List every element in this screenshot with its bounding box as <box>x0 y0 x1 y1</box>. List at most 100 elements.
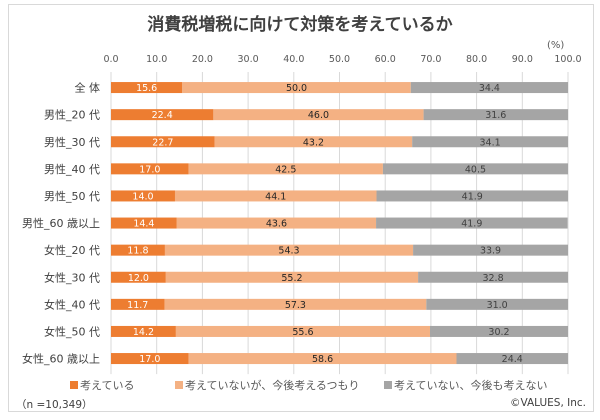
data-label: 24.4 <box>502 354 523 365</box>
chart-title: 消費税増税に向けて対策を考えているか <box>147 15 453 35</box>
data-label: 57.3 <box>285 300 306 311</box>
bar-segment <box>213 109 424 121</box>
bar-segment <box>111 109 214 121</box>
legend-label: 考えていないが、今後考えるつもり <box>185 379 360 392</box>
data-label: 17.0 <box>139 354 160 365</box>
data-label: 31.0 <box>487 300 508 311</box>
bar-segment <box>111 217 177 229</box>
category-label: 男性_40 代 <box>44 162 100 176</box>
data-label: 22.7 <box>152 137 173 148</box>
x-tick-label: 90.0 <box>512 54 533 65</box>
chart-frame <box>8 4 594 412</box>
bar-segment <box>426 298 568 310</box>
data-label: 22.4 <box>152 110 173 121</box>
bar-segment <box>175 325 430 337</box>
data-label: 58.6 <box>312 354 333 365</box>
category-label: 女性_60 歳以上 <box>22 352 100 366</box>
x-tick-label: 10.0 <box>146 54 167 65</box>
bar-segment <box>418 271 568 283</box>
legend-swatch <box>384 381 392 389</box>
unit-label: (%) <box>547 40 565 51</box>
data-label: 41.9 <box>462 191 483 202</box>
bar-segment <box>412 136 568 148</box>
bar-segment <box>111 325 176 337</box>
x-tick-label: 80.0 <box>466 54 487 65</box>
data-label: 50.0 <box>286 83 307 94</box>
data-label: 55.6 <box>292 327 313 338</box>
bar-segment <box>429 325 568 337</box>
legend-label: 考えていない、今後も考えない <box>394 379 548 392</box>
bar-segment <box>382 163 568 175</box>
bar-segment <box>164 244 414 256</box>
data-label: 42.5 <box>275 164 296 175</box>
data-label: 41.9 <box>461 219 482 230</box>
legend-swatch <box>175 381 183 389</box>
category-label: 男性_50 代 <box>44 189 100 203</box>
data-label: 43.6 <box>266 219 287 230</box>
data-label: 12.0 <box>128 273 149 284</box>
data-label: 17.0 <box>139 164 160 175</box>
legend-label: 考えている <box>80 379 135 392</box>
category-label: 女性_50 代 <box>44 324 100 338</box>
bar-segment <box>111 271 166 283</box>
data-label: 14.4 <box>133 219 154 230</box>
category-label: 男性_20 代 <box>44 108 100 122</box>
bar-segment <box>376 217 568 229</box>
sample-size-note: （n =10,349） <box>16 399 93 411</box>
bar-segment <box>111 298 165 310</box>
x-tick-label: 50.0 <box>329 54 350 65</box>
copyright: ©VALUES, Inc. <box>509 397 586 409</box>
data-label: 15.6 <box>136 83 157 94</box>
data-label: 40.5 <box>465 164 486 175</box>
bar-segment <box>111 82 183 94</box>
data-label: 44.1 <box>265 191 286 202</box>
data-label: 33.9 <box>480 246 501 257</box>
x-tick-label: 30.0 <box>238 54 259 65</box>
legend-item-0: 考えている <box>70 377 134 393</box>
bar-segment <box>413 244 568 256</box>
bar-segment <box>182 82 411 94</box>
x-tick-label: 0.0 <box>103 54 118 65</box>
category-label: 女性_20 代 <box>44 243 100 257</box>
bar-segment <box>164 298 427 310</box>
data-label: 31.6 <box>485 110 506 121</box>
legend-swatch <box>70 381 78 389</box>
bar-segment <box>410 82 568 94</box>
data-label: 14.2 <box>133 327 154 338</box>
data-label: 11.8 <box>127 246 148 257</box>
x-tick-label: 100.0 <box>554 54 581 65</box>
category-label: 全 体 <box>75 81 101 95</box>
data-label: 43.2 <box>303 137 324 148</box>
data-label: 32.8 <box>482 273 503 284</box>
category-label: 女性_40 代 <box>44 297 100 311</box>
data-label: 30.2 <box>488 327 509 338</box>
bar-segment <box>165 271 419 283</box>
data-label: 11.7 <box>127 300 148 311</box>
data-label: 55.2 <box>281 273 302 284</box>
category-label: 女性_30 代 <box>44 270 100 284</box>
bar-segment <box>456 353 568 365</box>
bar-segment <box>188 163 383 175</box>
bar-segment <box>214 136 413 148</box>
bar-segment <box>111 244 165 256</box>
bar-segment <box>111 190 175 202</box>
data-label: 14.0 <box>132 191 153 202</box>
bar-segment <box>111 353 189 365</box>
bar-segment <box>176 217 377 229</box>
bar-segment <box>188 353 457 365</box>
bar-segment <box>111 163 189 175</box>
data-label: 34.4 <box>479 83 500 94</box>
data-label: 54.3 <box>278 246 299 257</box>
data-label: 46.0 <box>308 110 329 121</box>
bar-segment <box>376 190 568 202</box>
x-tick-label: 70.0 <box>420 54 441 65</box>
data-label: 34.1 <box>480 137 501 148</box>
x-tick-label: 20.0 <box>192 54 213 65</box>
bar-segment <box>174 190 377 202</box>
bar-segment <box>111 136 215 148</box>
category-label: 男性_30 代 <box>44 135 100 149</box>
bar-segment <box>423 109 568 121</box>
x-tick-label: 40.0 <box>283 54 304 65</box>
x-tick-label: 60.0 <box>375 54 396 65</box>
